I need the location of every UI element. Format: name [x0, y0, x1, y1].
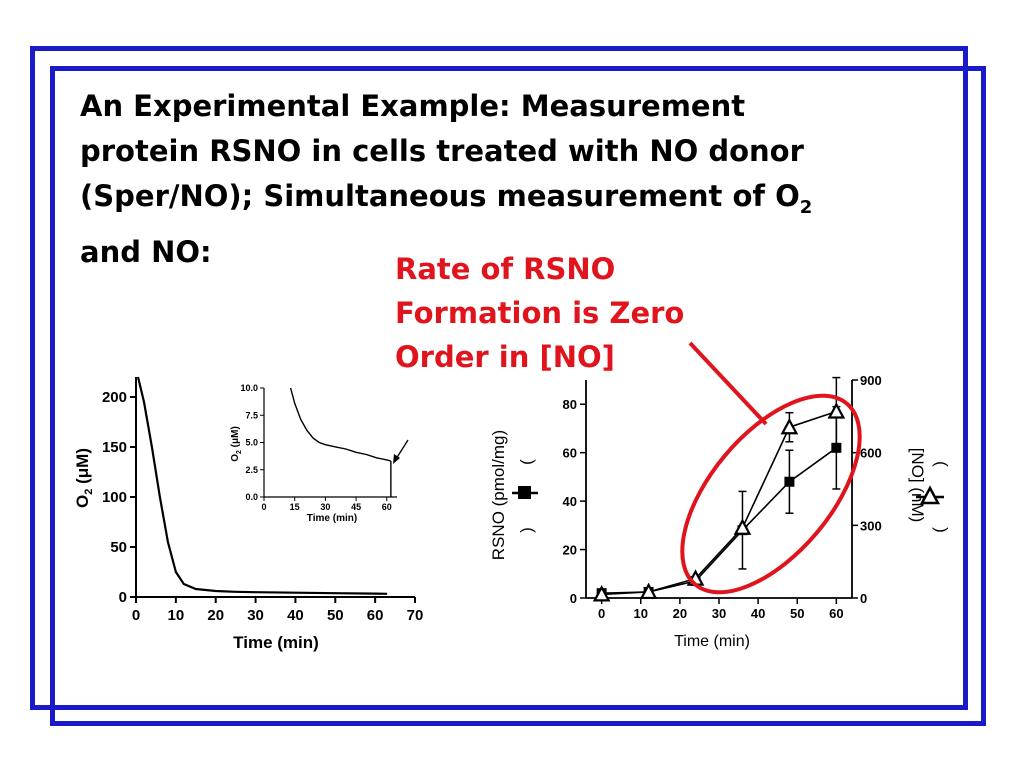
- o2-main-x-tick-label: 0: [132, 607, 140, 624]
- rsno-x-tick-label: 40: [751, 606, 765, 621]
- rsno-y-tick-label: 40: [563, 494, 577, 509]
- no-y-tick-label: 300: [860, 518, 882, 533]
- o2-main-y-tick-label: 0: [119, 589, 127, 606]
- no-legend-paren-open: (: [932, 461, 951, 467]
- no-y-tick-label: 0: [860, 591, 867, 606]
- o2-inset-y-axis-label: O2 (μM): [230, 426, 243, 462]
- title-line-2: protein RSNO in cells treated with NO do…: [80, 134, 804, 168]
- o2-inset-x-tick-label: 0: [261, 502, 266, 512]
- rate-note: Rate of RSNO Formation is Zero Order in …: [395, 247, 684, 379]
- rsno-series-line: [601, 447, 837, 594]
- annotations: [680, 341, 862, 595]
- note-line-3: Order in [NO]: [395, 340, 615, 374]
- o2-inset-y-tick-label: 10.0: [240, 383, 258, 393]
- o2-inset-x-tick-label: 45: [351, 502, 361, 512]
- no-point: [733, 518, 752, 535]
- note-line-1: Rate of RSNO: [395, 252, 616, 286]
- rsno-legend-marker: [518, 486, 531, 499]
- rsno-legend-paren-open: (: [517, 459, 536, 465]
- o2-main-x-tick-label: 30: [247, 607, 264, 624]
- o2-inset-arrow-head: [393, 454, 400, 464]
- o2-inset-y-tick-label: 5.0: [245, 438, 258, 448]
- o2-main-y-tick-label: 150: [102, 439, 127, 456]
- no-point: [639, 582, 658, 600]
- o2-main-x-tick-label: 10: [168, 607, 185, 624]
- rsno-x-tick-label: 10: [634, 606, 648, 621]
- o2-inset-arrow-shaft: [395, 439, 409, 460]
- title-line-1: An Experimental Example: Measurement: [80, 89, 746, 123]
- o2-inset-y-tick-label: 2.5: [245, 465, 258, 475]
- o2-inset-series-line: [289, 387, 392, 462]
- o2-inset-x-axis-label: Time (min): [307, 513, 357, 524]
- o2-inset-x-tick-label: 15: [290, 502, 300, 512]
- rsno-x-axis-label: Time (min): [674, 633, 750, 650]
- title-line-3-main: (Sper/NO); Simultaneous measurement of O: [80, 179, 800, 213]
- title-line-3: (Sper/NO); Simultaneous measurement of O…: [80, 174, 880, 230]
- red-pointer-line: [688, 341, 768, 426]
- rsno-x-tick-label: 0: [598, 606, 605, 621]
- no-series-line: [601, 410, 837, 596]
- o2-main-x-axis-label: Time (min): [233, 633, 319, 652]
- rsno-legend-paren-close: ): [517, 527, 536, 533]
- o2-main-y-tick-label: 50: [110, 539, 127, 556]
- slide-frame-outer: [30, 46, 968, 710]
- o2-main-x-tick-label: 40: [287, 607, 304, 624]
- o2-inset-x-tick-label: 60: [382, 502, 392, 512]
- no-legend-key: (): [916, 461, 951, 533]
- o2-main-y-tick-label: 200: [102, 389, 127, 406]
- rsno-x-tick-label: 20: [673, 606, 687, 621]
- rsno-y-tick-label: 20: [563, 543, 577, 558]
- o2-inset-y-tick-label: 0.0: [245, 492, 258, 502]
- o2-main-y-axis-label: O2 (μM): [73, 448, 95, 508]
- note-line-2: Formation is Zero: [395, 296, 685, 330]
- no-legend-marker: [919, 485, 941, 505]
- red-ellipse-highlight: [680, 393, 862, 595]
- no-point: [780, 417, 799, 435]
- o2-main-x-tick-label: 70: [407, 607, 424, 624]
- rsno-x-tick-label: 60: [829, 606, 843, 621]
- rsno-legend-key: (): [512, 459, 538, 533]
- o2-main-y-tick-label: 100: [102, 489, 127, 506]
- rsno-y-axis-label: RSNO (pmol/mg): [489, 430, 508, 560]
- rsno-y-tick-label: 0: [570, 591, 577, 606]
- no-y-tick-label: 900: [860, 373, 882, 388]
- no-legend-paren-close: ): [932, 527, 951, 533]
- o2-inset-chart: 0 15 30 45 60 0.0 2.5 5.0 7.5 10.0 Time (min) O2 (μ…: [230, 383, 409, 524]
- slide-frame-inner: [50, 66, 986, 726]
- o2-main-x-tick-label: 50: [327, 607, 344, 624]
- no-y-axis-label: [NO] (nM): [908, 448, 927, 523]
- rsno-point: [831, 442, 842, 453]
- rsno-y-tick-label: 80: [563, 397, 577, 412]
- o2-main-x-tick-label: 20: [207, 607, 224, 624]
- title-line-4: and NO:: [80, 234, 212, 269]
- o2-inset-x-tick-label: 30: [320, 502, 330, 512]
- no-point: [592, 585, 611, 602]
- rsno-point: [784, 476, 795, 487]
- no-y-tick-label: 600: [860, 446, 882, 461]
- title-line-3-subscript: 2: [799, 196, 813, 218]
- o2-inset-y-tick-label: 7.5: [245, 410, 258, 420]
- o2-main-x-tick-label: 60: [367, 607, 384, 624]
- rsno-x-tick-label: 50: [790, 606, 804, 621]
- slide-title: An Experimental Example: Measurement pro…: [80, 84, 880, 275]
- rsno-y-tick-label: 60: [563, 446, 577, 461]
- o2-main-series-line: [136, 376, 388, 595]
- rsno-x-tick-label: 30: [712, 606, 726, 621]
- no-point: [827, 402, 846, 419]
